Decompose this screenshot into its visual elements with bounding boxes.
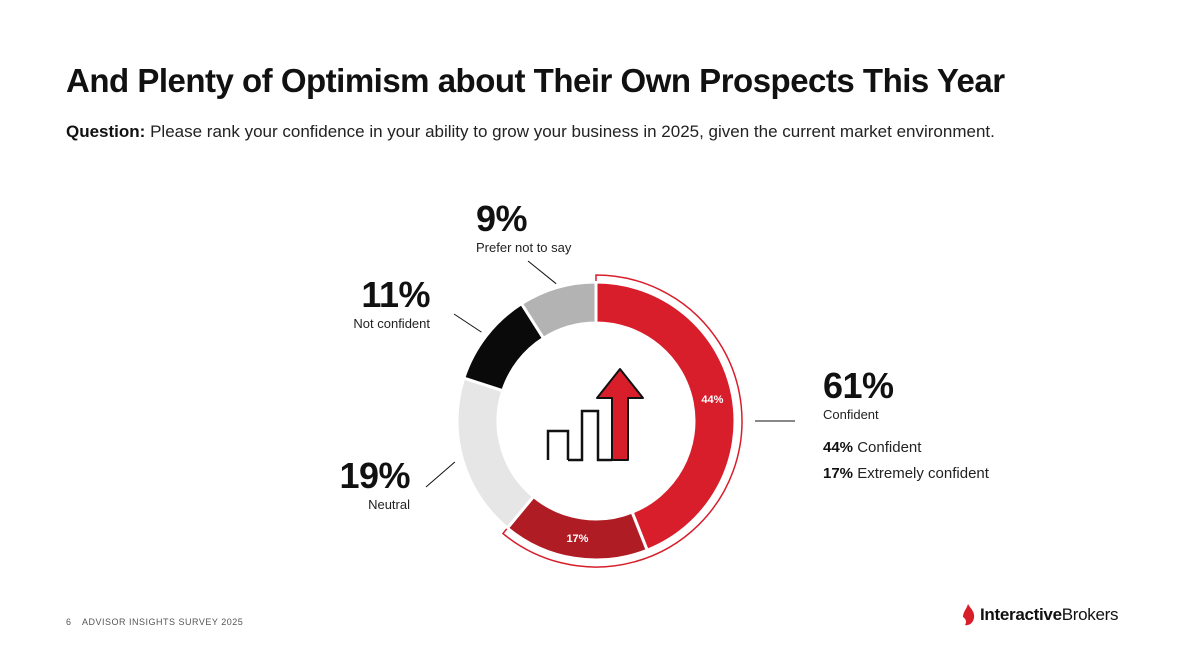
donut-slice-confident (594, 280, 737, 553)
callout-neutral: 19% Neutral (310, 455, 410, 512)
slice-data-label: 44% (701, 394, 723, 406)
breakdown-item: 44% Confident (823, 439, 921, 456)
callout-not-confident: 11% Not confident (330, 274, 430, 331)
confident-group-bracket (501, 274, 743, 568)
question-text: Please rank your confidence in your abil… (150, 122, 995, 141)
page-title: And Plenty of Optimism about Their Own P… (66, 62, 1005, 99)
breakdown-text: Confident (857, 439, 922, 456)
question-label: Question: (66, 122, 146, 141)
brand-logo: InteractiveBrokers (962, 604, 1119, 626)
growth-arrow-icon (546, 368, 644, 462)
callout-prefer-not-to-say: 9% Prefer not to say (476, 198, 572, 255)
breakdown-text: Extremely confident (857, 465, 989, 482)
callout-neutral-pct: 19% (339, 455, 410, 496)
logo-wordmark: InteractiveBrokers (980, 605, 1119, 625)
logo-bold-text: Interactive (980, 605, 1062, 624)
callout-prefer-pct: 9% (476, 198, 528, 239)
breakdown-pct: 17% (823, 465, 854, 482)
callout-confident-label: Confident (823, 407, 879, 422)
footer: 6 ADVISOR INSIGHTS SURVEY 2025 (66, 617, 243, 627)
logo-flame-icon (963, 604, 975, 626)
logo-regular-text: Brokers (1061, 605, 1119, 624)
donut-slice-neutral (455, 376, 536, 531)
page-number: 6 (66, 617, 72, 627)
callout-not-confident-pct: 11% (361, 274, 430, 315)
breakdown-item: 17% Extremely confident (823, 465, 989, 482)
slice-data-label: 17% (566, 533, 588, 545)
breakdown-pct: 44% (823, 439, 854, 456)
callout-not-confident-label: Not confident (353, 316, 430, 331)
callout-neutral-label: Neutral (368, 497, 410, 512)
footer-text: ADVISOR INSIGHTS SURVEY 2025 (82, 617, 244, 627)
callout-confident: 61% Confident (823, 365, 894, 422)
leader-line-neutral (425, 461, 456, 488)
callout-confident-pct: 61% (823, 365, 894, 406)
callout-prefer-label: Prefer not to say (476, 240, 572, 255)
survey-question: Question: Please rank your confidence in… (66, 122, 995, 142)
leader-line-prefer (527, 260, 557, 285)
donut-slice-prefer-not-to-say (519, 280, 598, 341)
leader-line-not-confident (453, 313, 482, 333)
